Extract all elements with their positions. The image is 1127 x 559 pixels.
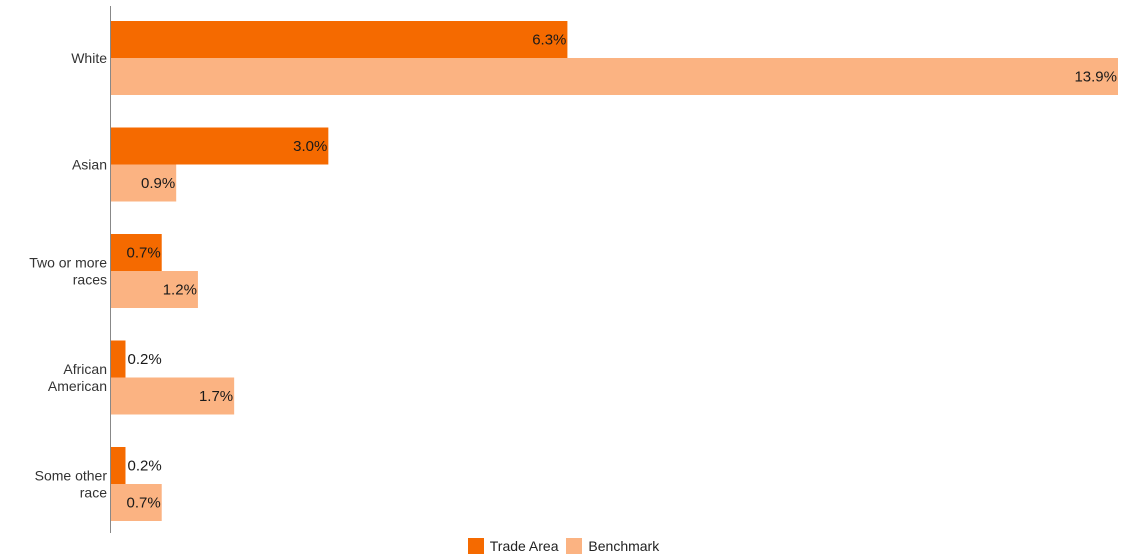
bar-benchmark-white [111, 58, 1118, 95]
value-label-trade-area-some-other-race: 0.2% [127, 458, 161, 475]
category-label-some-other-race: Some other race [35, 468, 108, 501]
value-label-benchmark-asian: 0.9% [141, 175, 175, 192]
bar-trade-area-asian [111, 127, 329, 165]
value-label-trade-area-two-or-more-races: 0.7% [127, 245, 161, 262]
bar-trade-area-white [111, 21, 568, 58]
value-label-benchmark-some-other-race: 0.7% [127, 495, 161, 512]
legend-label-benchmark: Benchmark [588, 538, 660, 554]
legend-item-benchmark: Benchmark [566, 538, 659, 554]
bar-benchmark-two-or-more-races [111, 271, 198, 308]
legend-swatch-benchmark [566, 538, 583, 554]
legend-swatch-trade-area [467, 538, 484, 554]
value-label-benchmark-african-american: 1.7% [199, 388, 233, 405]
bar-trade-area-some-other-race [111, 447, 126, 484]
category-label-two-or-more-races: Two or more races [29, 255, 107, 288]
bar-trade-area-two-or-more-races [111, 234, 162, 271]
bar-trade-area-african-american [111, 340, 126, 378]
value-label-trade-area-white: 6.3% [532, 32, 566, 49]
category-label-white: White [71, 50, 107, 66]
bar-benchmark-african-american [111, 377, 235, 415]
value-label-benchmark-two-or-more-races: 1.2% [163, 282, 197, 299]
legend-item-trade-area: Trade Area [467, 538, 559, 554]
bar-benchmark-asian [111, 164, 177, 202]
legend: Trade Area Benchmark [0, 538, 1127, 557]
value-label-trade-area-african-american: 0.2% [127, 351, 161, 368]
category-label-asian: Asian [72, 157, 107, 173]
bar-chart: White 6.3% 13.9% Asian 3.0% 0.9% Two or more ra… [29, 6, 1118, 533]
legend-label-trade-area: Trade Area [489, 538, 559, 554]
value-label-trade-area-asian: 3.0% [293, 138, 327, 155]
category-label-african-american: African American [48, 361, 107, 394]
bar-benchmark-some-other-race [111, 484, 162, 521]
value-label-benchmark-white: 13.9% [1074, 69, 1117, 86]
